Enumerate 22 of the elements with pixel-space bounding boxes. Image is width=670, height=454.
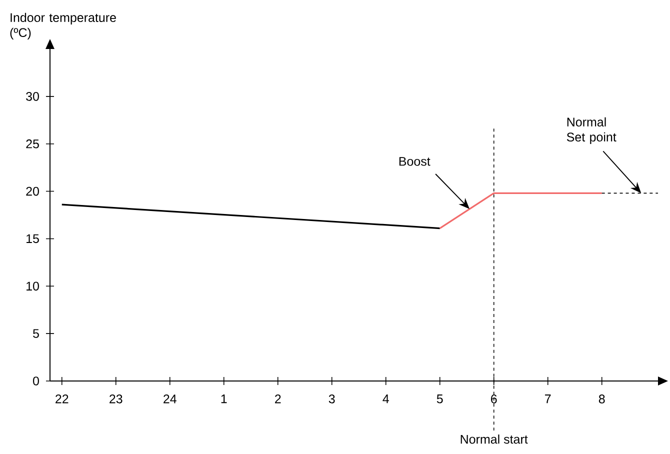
x-tick-label: 8	[598, 394, 605, 404]
ref-line-label: Normal Set point	[566, 117, 616, 144]
x-tick-label: 5	[436, 394, 443, 404]
x-tick-label: 4	[382, 394, 389, 404]
y-tick-label: 20	[26, 186, 39, 196]
x-tick-label: 7	[545, 394, 551, 404]
x-tick-label: 6	[491, 394, 497, 404]
x-tick-label: 23	[110, 394, 122, 404]
y-tick-label: 30	[26, 92, 39, 101]
y-tick-label: 5	[33, 329, 39, 338]
x-tick-label: 24	[164, 394, 176, 404]
text: Boost	[399, 157, 430, 166]
y-tick-label: 0	[33, 376, 39, 386]
x-tick-label: 1	[221, 394, 227, 404]
x-tick-label: 22	[56, 394, 68, 404]
ref-line-label: Normal start	[460, 434, 528, 444]
y-axis-title: Indoor temperature (ºC)	[10, 12, 116, 40]
y-tick-label: 10	[26, 282, 39, 291]
y-tick-label: 25	[26, 139, 39, 148]
x-tick-label: 2	[275, 394, 281, 404]
y-tick-label: 15	[26, 234, 39, 244]
x-tick-label: 3	[328, 394, 335, 404]
